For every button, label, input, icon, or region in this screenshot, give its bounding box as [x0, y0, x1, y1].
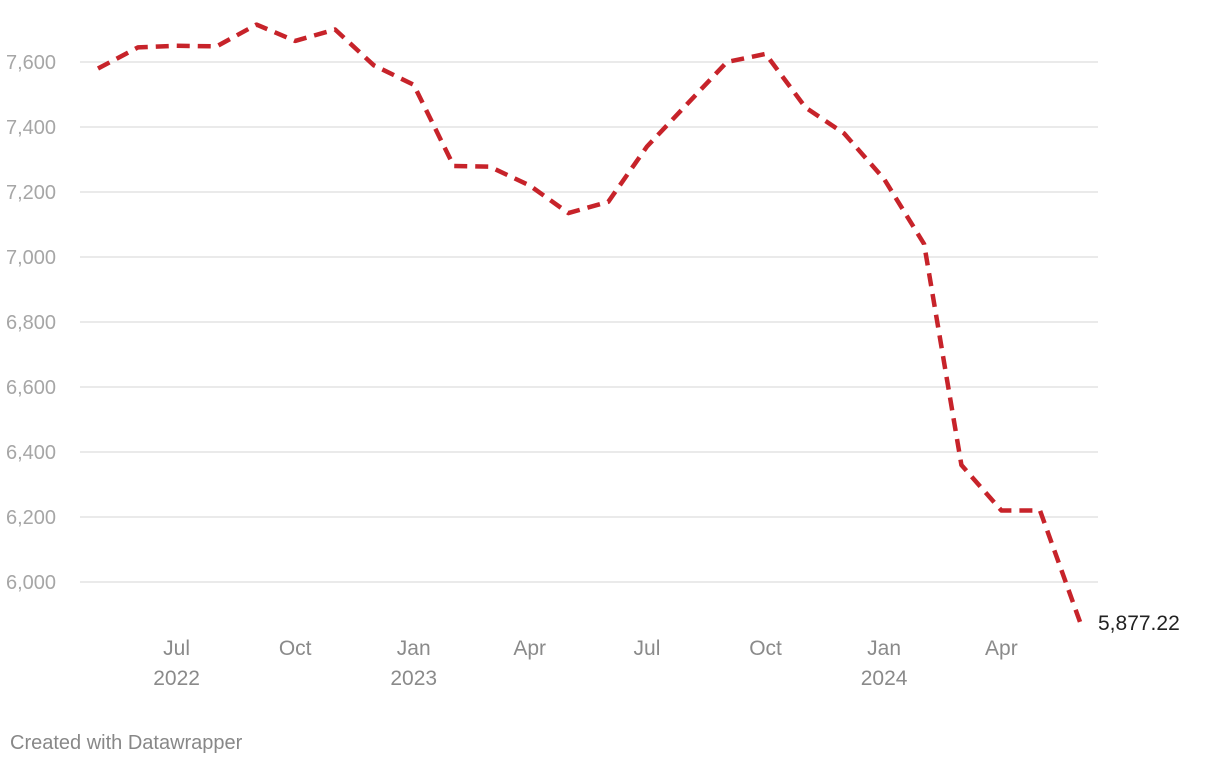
data-point [606, 199, 611, 204]
data-point [763, 51, 768, 56]
y-tick-label: 7,000 [6, 247, 56, 269]
data-point [527, 183, 532, 188]
x-tick-label: Jul [634, 637, 661, 660]
end-value-label: 5,877.22 [1098, 612, 1180, 635]
data-point [174, 43, 179, 48]
y-tick-label: 6,200 [6, 507, 56, 529]
data-point [371, 63, 376, 68]
x-tick-label: Oct [749, 637, 782, 660]
y-tick-label: 7,600 [6, 52, 56, 74]
data-point [724, 60, 729, 65]
data-point [1038, 508, 1043, 513]
data-point [684, 102, 689, 107]
data-point [333, 27, 338, 32]
data-point [96, 66, 101, 71]
data-point [411, 82, 416, 87]
data-point [254, 22, 259, 27]
x-tick-year-label: 2022 [153, 667, 200, 690]
y-tick-label: 6,400 [6, 442, 56, 464]
data-point [999, 508, 1004, 513]
data-point [644, 144, 649, 149]
x-tick-label: Oct [279, 637, 312, 660]
data-point [135, 45, 140, 50]
data-point [1078, 619, 1083, 624]
series-line [96, 22, 1083, 623]
y-axis: 6,000 6,200 6,400 6,600 6,800 7,000 7,200 7,400… [6, 52, 56, 594]
data-point [922, 242, 927, 247]
x-tick-label: Apr [513, 637, 546, 660]
data-point [214, 44, 219, 49]
gridlines [80, 61, 1098, 583]
data-point [487, 164, 492, 169]
data-point [803, 105, 808, 110]
x-axis: Jul 2022 Oct Jan 2023 Apr Jul Oct Jan 2024 Apr [153, 637, 1017, 690]
x-tick-year-label: 2024 [861, 667, 908, 690]
y-tick-label: 6,600 [6, 377, 56, 399]
credit-text: Created with Datawrapper [10, 732, 243, 754]
y-tick-label: 6,000 [6, 572, 56, 594]
data-point [842, 131, 847, 136]
data-point [293, 38, 298, 43]
x-tick-label: Jan [867, 637, 901, 660]
label-group: 5,877.22 [1098, 612, 1180, 635]
x-tick-label: Jul [163, 637, 190, 660]
y-tick-label: 6,800 [6, 312, 56, 334]
series-group [96, 22, 1083, 624]
data-point [566, 211, 571, 216]
y-tick-label: 7,400 [6, 117, 56, 139]
data-point [451, 164, 456, 169]
x-tick-year-label: 2023 [390, 667, 437, 690]
y-tick-label: 7,200 [6, 182, 56, 204]
x-tick-label: Jan [397, 637, 431, 660]
x-tick-label: Apr [985, 637, 1018, 660]
data-point [959, 463, 964, 468]
data-point [882, 177, 887, 182]
